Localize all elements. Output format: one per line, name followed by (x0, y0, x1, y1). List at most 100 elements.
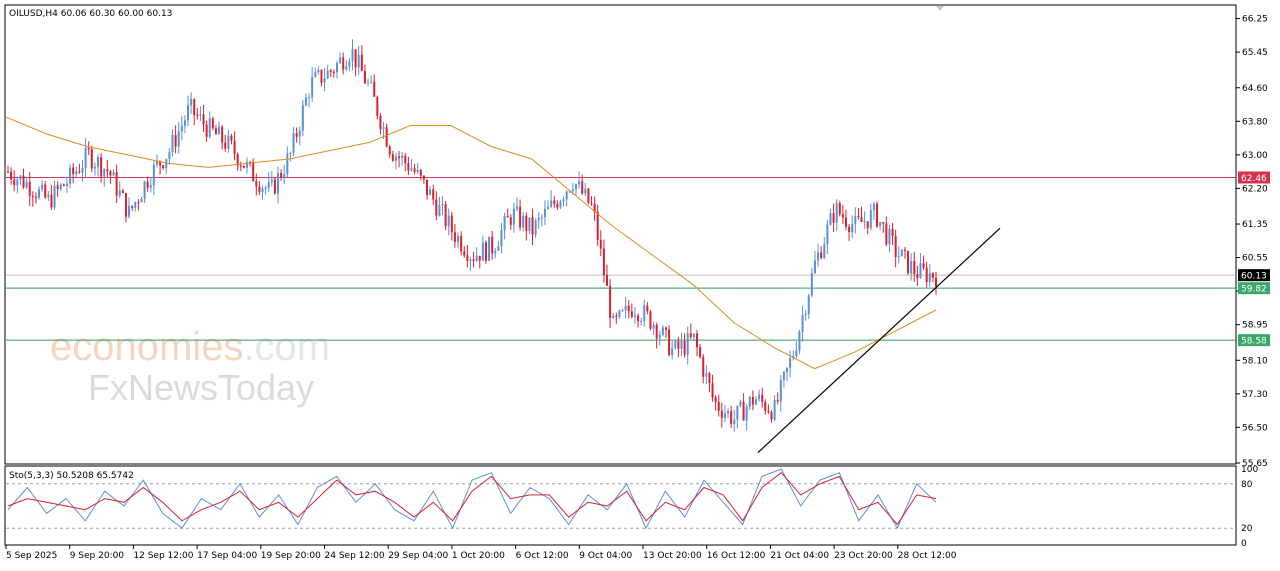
candle-body (155, 161, 158, 165)
candle-body (332, 71, 335, 73)
candle-body (159, 161, 162, 166)
level-badge (1238, 171, 1270, 184)
candle-body (419, 169, 422, 176)
y-tick-label: 64.60 (1242, 84, 1268, 94)
candle-body (286, 153, 289, 175)
candle-body (62, 184, 65, 186)
candle-body (928, 273, 931, 282)
candle-body (872, 203, 875, 211)
watermark-fxnewstoday: FxNewsToday (88, 367, 314, 408)
candle-body (69, 167, 72, 184)
candle-body (463, 251, 466, 256)
candle-body (190, 99, 193, 106)
candle-body (506, 216, 509, 218)
candle-body (10, 171, 13, 180)
candle-body (593, 203, 596, 212)
candle-body (602, 248, 605, 275)
candle-body (295, 133, 298, 137)
candle-body (829, 213, 832, 225)
candle-body (345, 66, 348, 70)
candle-body (97, 157, 100, 167)
y-tick-label: 62.20 (1242, 184, 1268, 194)
candle-body (643, 305, 646, 321)
stoch-header: Sto(5,3,3) 50.5208 65.5742 (9, 471, 134, 481)
candle-body (913, 261, 916, 275)
trendline-group (757, 227, 1001, 453)
candle-body (736, 405, 739, 420)
candle-body (848, 226, 851, 233)
y-tick-label: 63.80 (1242, 117, 1268, 127)
candle-body (606, 274, 609, 286)
candle-body (727, 410, 730, 414)
candle-body (230, 135, 233, 141)
candle-body (587, 188, 590, 203)
candle-body (838, 203, 841, 215)
ma-line (5, 116, 937, 370)
candle-body (528, 217, 531, 231)
candle-body (751, 396, 754, 405)
candle-body (894, 236, 897, 257)
candle-body (174, 134, 177, 147)
candle-body (339, 57, 342, 63)
candle-body (100, 157, 103, 177)
candle-body (714, 397, 717, 402)
x-tick-label: 13 Oct 20:00 (643, 551, 702, 561)
candle-body (124, 193, 127, 217)
candle-body (466, 255, 469, 262)
candle-body (258, 186, 261, 193)
candle-body (205, 124, 208, 137)
price-pane-frame (4, 4, 1237, 465)
candle-body (171, 134, 174, 153)
level-badge-label: 59.82 (1241, 285, 1267, 295)
candle-body (854, 216, 857, 225)
x-tick-label: 29 Sep 04:00 (388, 551, 448, 561)
candle-body (273, 179, 276, 194)
candle-body (323, 78, 326, 83)
candle-body (935, 277, 937, 287)
candle-body (574, 184, 577, 190)
candle-body (407, 163, 410, 171)
candle-body (56, 185, 59, 189)
candle-body (236, 154, 239, 166)
time-axis: 5 Sep 2025 9 Sep 20:00 12 Sep 12:00 17 Sep … (5, 545, 957, 561)
candle-body (25, 181, 28, 188)
candle-body (612, 315, 615, 318)
candle-body (78, 171, 81, 173)
candle-body (931, 273, 934, 278)
candle-body (804, 313, 807, 316)
candle-body (72, 167, 75, 175)
candle-body (609, 285, 612, 318)
candle-body (450, 215, 453, 233)
candle-body (559, 201, 562, 208)
candle-body (922, 263, 925, 268)
candle-body (270, 179, 273, 183)
candle-body (326, 70, 329, 79)
candle-body (596, 211, 599, 240)
candle-body (370, 81, 373, 83)
trendline (757, 227, 1001, 453)
candle-body (118, 190, 121, 196)
candle-body (112, 172, 115, 176)
candle-body (841, 214, 844, 218)
candle-body (342, 57, 345, 70)
candle-body (131, 205, 134, 208)
candle-body (317, 69, 320, 73)
candle-body (578, 181, 581, 185)
candle-body (478, 255, 481, 261)
candle-body (866, 221, 869, 229)
candle-body (584, 188, 587, 194)
candle-body (897, 256, 900, 258)
candle-body (261, 188, 264, 193)
candle-body (81, 167, 84, 173)
candle-body (65, 183, 68, 186)
candle-body (556, 203, 559, 208)
candle-body (447, 215, 450, 227)
candle-body (292, 133, 295, 153)
candle-body (187, 105, 190, 121)
candle-body (668, 329, 671, 356)
candle-body (75, 171, 78, 175)
candle-body (438, 205, 441, 216)
candle-body (671, 347, 674, 356)
candle-body (196, 114, 199, 116)
x-tick-label: 1 Oct 20:00 (452, 551, 505, 561)
